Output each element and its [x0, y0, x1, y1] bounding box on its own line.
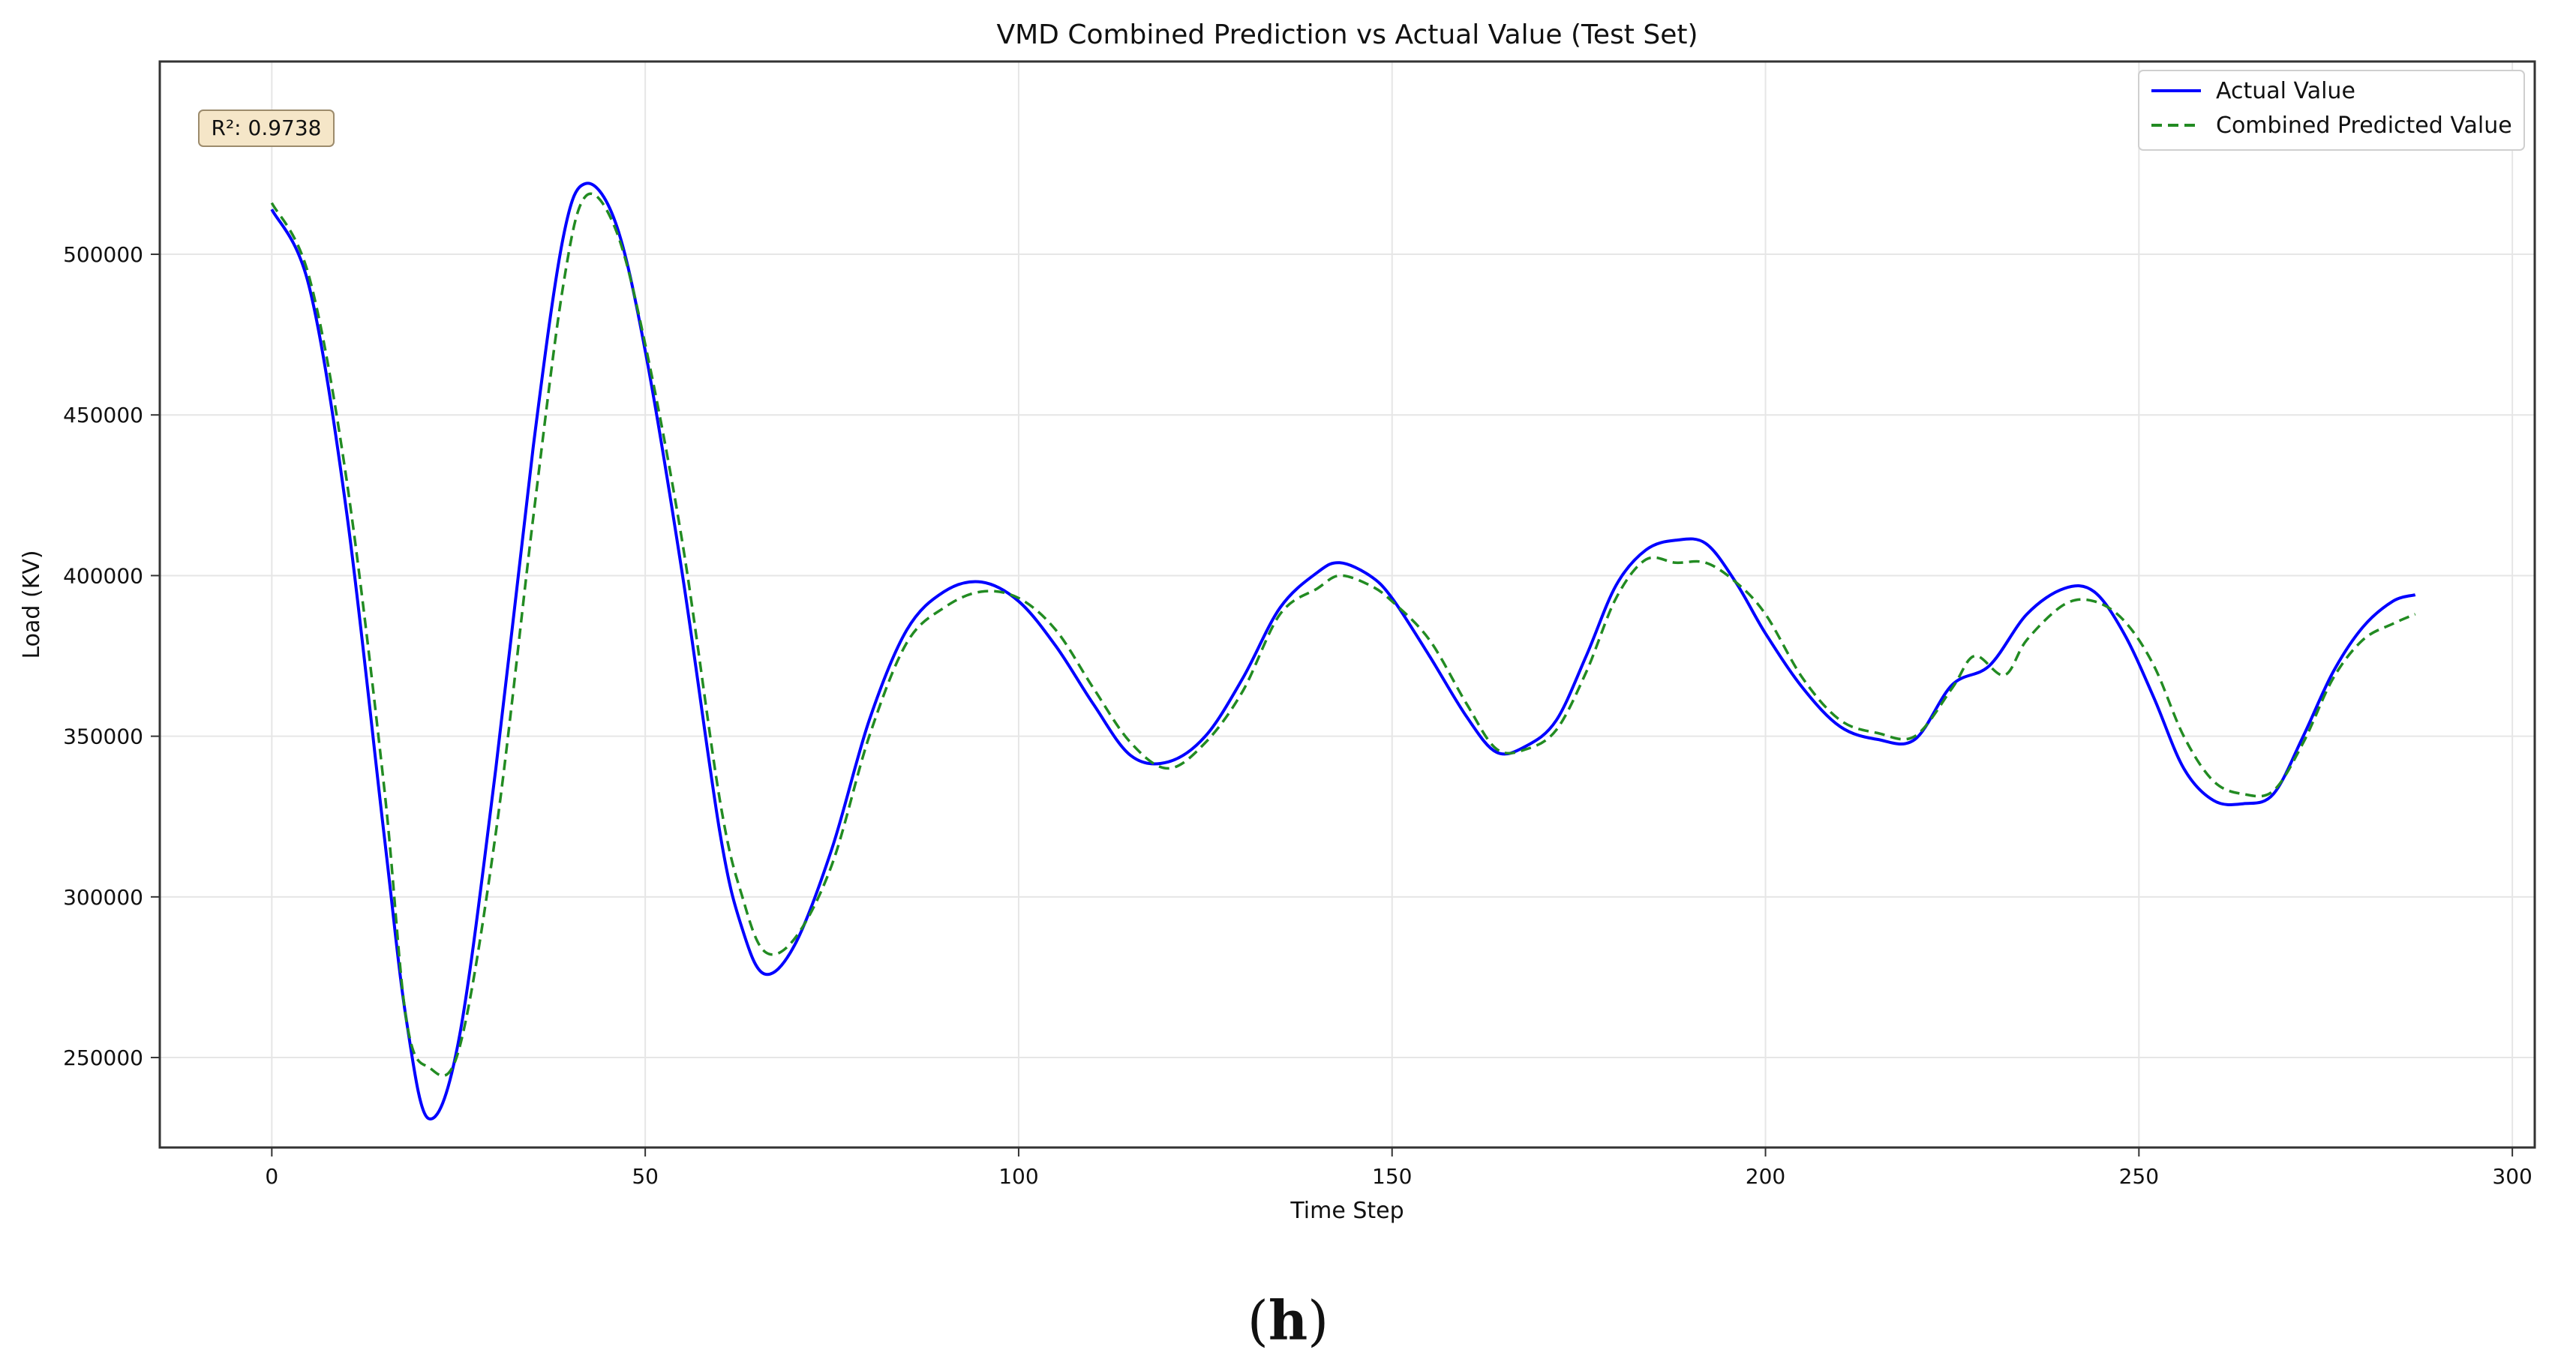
- plot-frame: [158, 60, 2536, 1149]
- x-tick-label: 200: [1746, 1164, 1785, 1189]
- y-axis-label: Load (KV): [19, 550, 45, 658]
- x-axis-label: Time Step: [1290, 1198, 1404, 1224]
- x-tick-label: 150: [1372, 1164, 1412, 1189]
- y-tick-label: 450000: [63, 403, 143, 428]
- grid: [160, 62, 2535, 1148]
- x-tick-label: 300: [2492, 1164, 2532, 1189]
- y-tick-label: 350000: [63, 724, 143, 749]
- y-tick-label: 250000: [63, 1046, 143, 1070]
- series-line-actual: [270, 182, 2416, 1120]
- y-tick-label: 300000: [63, 885, 143, 910]
- panel-label-letter: h: [1268, 1288, 1308, 1352]
- x-tick-label: 100: [998, 1164, 1038, 1189]
- panel-label: (h): [1247, 1288, 1329, 1352]
- series-line-predicted: [270, 192, 2416, 1078]
- x-tick-label: 50: [632, 1164, 659, 1189]
- x-tick-label: 250: [2119, 1164, 2159, 1189]
- series-lines: [270, 182, 2416, 1120]
- r2-annotation-text: R²: 0.9738: [212, 116, 322, 140]
- r2-annotation: R²: 0.9738: [198, 110, 335, 147]
- legend-label-predicted: Combined Predicted Value: [2216, 112, 2512, 139]
- legend: Actual Value Combined Predicted Value: [2138, 70, 2525, 151]
- line-chart: VMD Combined Prediction vs Actual Value …: [19, 20, 2536, 1224]
- x-tick-label: 0: [265, 1164, 278, 1189]
- chart-title: VMD Combined Prediction vs Actual Value …: [996, 20, 1698, 50]
- axis-ticks: 0 50 100 150 200 250 300 250000 300000 350000 4000…: [63, 242, 2532, 1189]
- legend-label-actual: Actual Value: [2216, 78, 2355, 104]
- y-tick-label: 400000: [63, 563, 143, 588]
- y-tick-label: 500000: [63, 242, 143, 267]
